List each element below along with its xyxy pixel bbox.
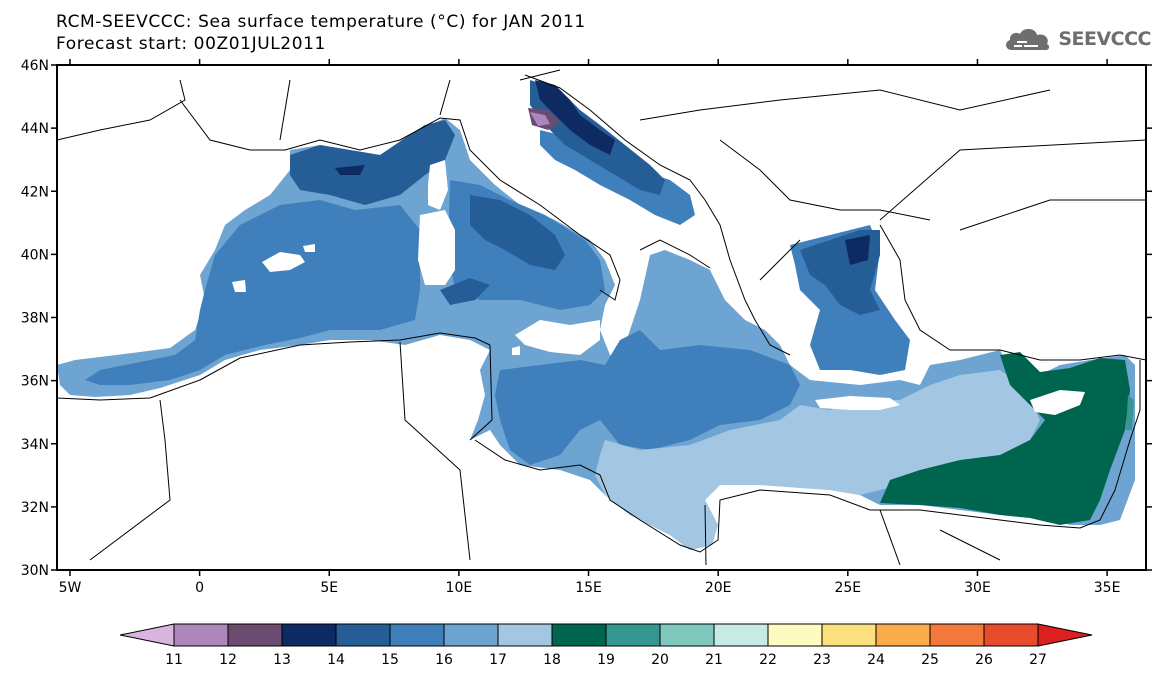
borders-europe	[279, 69, 1146, 281]
legend-swatch	[659, 623, 715, 647]
legend-swatch	[983, 623, 1039, 647]
logo-text: SEEVCCC	[1058, 28, 1151, 50]
island-malta	[512, 346, 520, 355]
island-menorca	[303, 244, 315, 252]
lat-label: 44N	[21, 121, 49, 137]
sst-region-16-adriatic	[540, 130, 695, 225]
lat-label: 38N	[21, 311, 49, 327]
lon-label: 30E	[964, 580, 991, 596]
legend-label: 15	[381, 652, 399, 668]
seevccc-logo: SEEVCCC	[1002, 22, 1151, 56]
coast-anatolia	[879, 224, 1146, 361]
island-cyprus	[1030, 390, 1085, 415]
legend-label: 21	[705, 652, 723, 668]
sst-region-14-aegean	[845, 235, 870, 265]
legend-label: 18	[543, 652, 561, 668]
sst-region-18	[595, 370, 1040, 550]
coastlines	[57, 69, 1146, 566]
color-legend: 11 12 13 14 15 16 17 18 19 20 21 22 23 24 25 26 27	[119, 623, 1093, 668]
legend-swatch	[551, 623, 607, 647]
lon-label: 35E	[1094, 580, 1121, 596]
islands	[232, 160, 1085, 415]
lat-label: 30N	[21, 563, 49, 579]
legend-label: 24	[867, 652, 885, 668]
sst-region-16-west	[85, 200, 420, 385]
legend-swatch	[875, 623, 931, 647]
legend-label: 26	[975, 652, 993, 668]
legend-label: 19	[597, 652, 615, 668]
sst-region-20	[1126, 395, 1134, 430]
lat-label: 46N	[21, 58, 49, 74]
sst-region-14-lion	[335, 165, 365, 175]
sea-temperature-field	[57, 80, 1135, 550]
legend-label: 22	[759, 652, 777, 668]
legend-swatch	[767, 623, 823, 647]
legend-swatch	[443, 623, 499, 647]
island-ibiza	[232, 280, 246, 292]
legend-label: 27	[1029, 652, 1047, 668]
legend-swatch	[821, 623, 877, 647]
coast-adriatic-east	[524, 74, 791, 356]
map-title: RCM-SEEVCCC: Sea surface temperature (°C…	[56, 12, 586, 32]
island-crete	[815, 396, 900, 410]
coast-south	[57, 332, 1141, 553]
sst-region-12	[530, 112, 550, 126]
lon-label: 5E	[320, 580, 338, 596]
legend-arrow-low	[119, 623, 175, 647]
legend-label: 12	[219, 652, 237, 668]
lon-label: 5W	[59, 580, 82, 596]
lat-label: 32N	[21, 500, 49, 516]
island-sardinia	[418, 210, 455, 285]
coast-north	[57, 79, 711, 301]
legend-label: 11	[165, 652, 183, 668]
legend-swatch	[281, 623, 337, 647]
lon-label: 15E	[575, 580, 602, 596]
lat-label: 42N	[21, 184, 49, 200]
borders-africa	[89, 341, 1001, 566]
legend-swatch	[713, 623, 769, 647]
lon-label: 25E	[834, 580, 861, 596]
legend-label: 14	[327, 652, 345, 668]
legend-swatch	[173, 623, 229, 647]
lon-label: 20E	[705, 580, 732, 596]
legend-arrow-high	[1037, 623, 1093, 647]
island-mallorca	[262, 252, 305, 272]
lat-label: 36N	[21, 374, 49, 390]
island-sicily	[515, 320, 600, 355]
sst-region-16-ionian	[495, 330, 800, 465]
map-axes: 46N 44N 42N 40N 38N 36N 34N 32N 30N 5W 0 5E 10E 15E 20…	[21, 58, 1152, 596]
lat-label: 40N	[21, 247, 49, 263]
sst-region-15-gulf-lion	[290, 120, 455, 205]
legend-label: 25	[921, 652, 939, 668]
legend-label: 20	[651, 652, 669, 668]
legend-swatch	[227, 623, 283, 647]
cloud-icon	[1006, 28, 1050, 51]
sst-region-15-spot	[440, 278, 490, 305]
island-corsica	[428, 160, 448, 210]
sst-region-15-tyrrhenian	[470, 195, 565, 270]
legend-label: 16	[435, 652, 453, 668]
legend-swatch	[335, 623, 391, 647]
legend-label: 17	[489, 652, 507, 668]
legend-label: 23	[813, 652, 831, 668]
forecast-start-label: Forecast start: 00Z01JUL2011	[56, 34, 326, 54]
sst-region-14-adriatic	[535, 80, 615, 155]
legend-label: 13	[273, 652, 291, 668]
lat-label: 34N	[21, 437, 49, 453]
legend-swatch	[497, 623, 553, 647]
lon-label: 10E	[446, 580, 473, 596]
legend-swatch	[389, 623, 445, 647]
legend-swatch	[929, 623, 985, 647]
legend-swatch	[605, 623, 661, 647]
lon-label: 0	[195, 580, 204, 596]
